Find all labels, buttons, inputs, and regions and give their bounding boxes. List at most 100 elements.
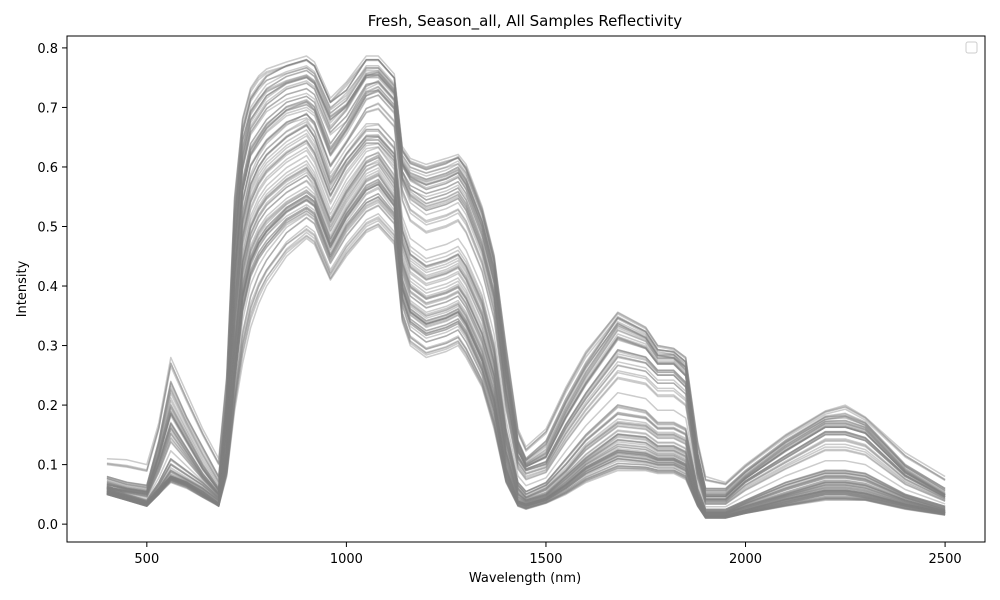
sample-line xyxy=(106,183,946,517)
sample-line xyxy=(106,181,946,517)
y-tick-label: 0.1 xyxy=(37,459,58,474)
sample-line xyxy=(106,178,946,517)
sample-line xyxy=(106,90,946,503)
sample-line xyxy=(106,80,946,500)
sample-line xyxy=(106,223,946,519)
sample-line xyxy=(106,66,946,486)
sample-line xyxy=(106,81,946,498)
sample-line xyxy=(106,192,946,518)
sample-line xyxy=(106,82,946,501)
sample-line xyxy=(106,67,946,493)
sample-line xyxy=(106,59,946,490)
sample-line xyxy=(106,163,946,515)
sample-line xyxy=(106,161,946,515)
sample-line xyxy=(106,163,946,516)
y-tick-label: 0.0 xyxy=(37,518,58,533)
sample-line xyxy=(106,223,946,519)
sample-line xyxy=(106,59,946,485)
sample-line xyxy=(106,199,946,518)
y-axis-label: Intensity xyxy=(15,260,30,317)
sample-line xyxy=(106,65,946,490)
sample-line xyxy=(106,175,946,517)
sample-line xyxy=(106,143,946,514)
sample-line xyxy=(106,74,946,494)
sample-line xyxy=(106,124,946,512)
series-lines xyxy=(106,55,946,519)
sample-line xyxy=(106,69,946,495)
y-tick-label: 0.8 xyxy=(37,42,58,57)
y-axis-ticks: 0.0 0.1 0.2 0.3 0.4 0.5 0.6 0.7 0.8 xyxy=(37,42,67,533)
sample-line xyxy=(106,81,946,498)
sample-line xyxy=(106,94,946,501)
sample-line xyxy=(106,156,946,515)
sample-line xyxy=(106,155,946,515)
sample-line xyxy=(106,178,946,517)
sample-line xyxy=(106,183,946,517)
sample-line xyxy=(106,71,946,496)
sample-line xyxy=(106,181,946,518)
sample-line xyxy=(106,180,946,517)
sample-line xyxy=(106,139,946,513)
y-tick-label: 0.4 xyxy=(37,280,58,295)
sample-line xyxy=(106,173,946,516)
x-tick-label: 1000 xyxy=(330,552,363,567)
sample-line xyxy=(106,219,946,519)
sample-line xyxy=(106,136,946,514)
sample-line xyxy=(106,186,946,518)
sample-line xyxy=(106,71,946,498)
sample-line xyxy=(106,121,946,508)
sample-line xyxy=(106,154,946,515)
sample-line xyxy=(106,193,946,518)
plot-frame xyxy=(66,35,986,543)
y-tick-label: 0.7 xyxy=(37,101,58,116)
sample-line xyxy=(106,112,946,511)
sample-line xyxy=(106,74,946,496)
x-tick-label: 1500 xyxy=(529,552,562,567)
sample-line xyxy=(106,196,946,518)
sample-line xyxy=(106,196,946,518)
sample-line xyxy=(106,174,946,516)
sample-line xyxy=(106,88,946,502)
sample-line xyxy=(106,88,946,500)
sample-line xyxy=(106,89,946,497)
sample-line xyxy=(106,139,946,513)
x-tick-label: 2500 xyxy=(929,552,962,567)
sample-line xyxy=(106,102,946,503)
sample-line xyxy=(106,55,946,485)
legend-box xyxy=(965,41,978,54)
sample-line xyxy=(106,129,946,512)
sample-line xyxy=(106,169,946,516)
sample-line xyxy=(106,74,946,491)
sample-line xyxy=(106,159,946,516)
sample-line xyxy=(106,90,946,500)
sample-line xyxy=(106,59,946,484)
sample-line xyxy=(106,125,946,511)
sample-line xyxy=(106,86,946,501)
sample-line xyxy=(106,70,946,497)
sample-line xyxy=(106,204,946,519)
y-tick-label: 0.2 xyxy=(37,399,58,414)
sample-line xyxy=(106,76,946,496)
sample-line xyxy=(106,75,946,490)
sample-line xyxy=(106,67,946,496)
x-axis-label: Wavelength (nm) xyxy=(469,571,581,586)
x-axis-ticks: 500 1000 1500 2000 2500 xyxy=(134,542,962,567)
sample-line xyxy=(106,146,946,514)
sample-line xyxy=(106,151,946,515)
sample-line xyxy=(106,195,946,518)
sample-line xyxy=(106,172,946,516)
sample-line xyxy=(106,201,946,518)
sample-line xyxy=(106,156,946,515)
sample-line xyxy=(106,132,946,512)
x-tick-label: 500 xyxy=(134,552,159,567)
sample-line xyxy=(106,205,946,519)
sample-line xyxy=(106,217,946,519)
sample-line xyxy=(106,79,946,500)
sample-line xyxy=(106,59,946,492)
sample-line xyxy=(106,94,946,505)
sample-line xyxy=(106,188,946,517)
sample-line xyxy=(106,213,946,519)
sample-line xyxy=(106,134,946,513)
y-tick-label: 0.3 xyxy=(37,340,58,355)
